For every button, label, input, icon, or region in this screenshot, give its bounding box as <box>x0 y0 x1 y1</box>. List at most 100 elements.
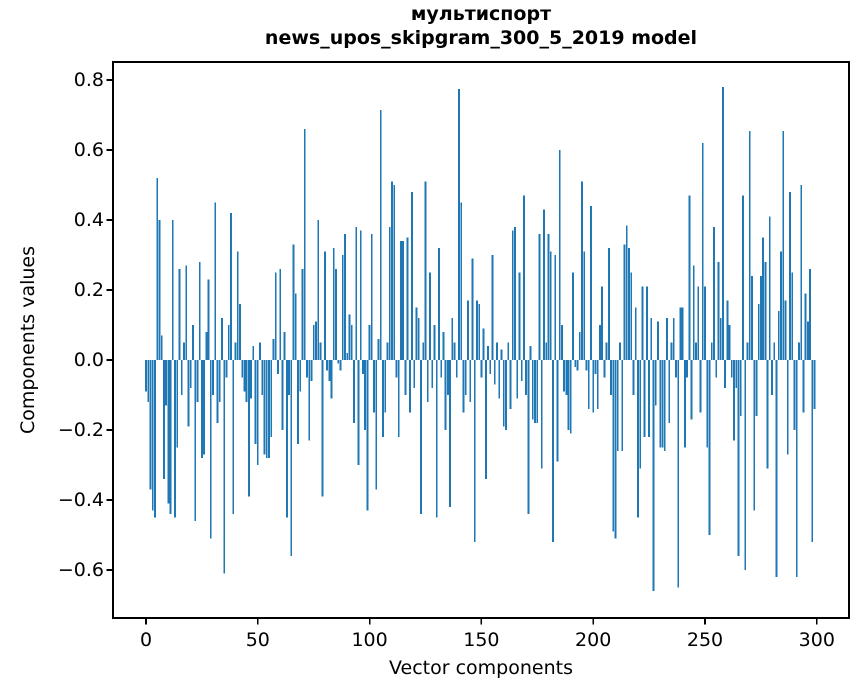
bar <box>187 360 190 427</box>
bar <box>529 346 532 360</box>
bar <box>283 332 286 360</box>
bar <box>391 181 393 360</box>
bar <box>274 272 277 360</box>
bar <box>748 130 751 360</box>
bar <box>254 360 257 444</box>
bar <box>616 360 619 451</box>
bar <box>686 360 689 378</box>
bar <box>297 360 299 444</box>
bar <box>572 272 574 360</box>
bar <box>156 178 159 360</box>
bar <box>719 318 722 360</box>
bar <box>402 241 405 360</box>
bar <box>782 130 785 360</box>
bar <box>241 360 244 378</box>
bar <box>484 360 487 479</box>
bar <box>400 241 402 360</box>
bar <box>250 360 252 399</box>
bar <box>288 360 290 395</box>
bar <box>793 360 796 430</box>
bar <box>149 360 152 490</box>
y-tick-label: −0.6 <box>57 558 104 581</box>
bar <box>554 255 557 360</box>
bar <box>357 360 360 465</box>
bar <box>578 332 581 360</box>
bar <box>581 181 583 360</box>
bar <box>189 360 192 388</box>
bar <box>552 360 554 542</box>
bar <box>375 360 378 490</box>
bar <box>520 360 523 381</box>
bar <box>292 244 295 360</box>
bar <box>151 360 154 511</box>
bar <box>183 342 185 360</box>
bar <box>623 244 626 360</box>
bar <box>460 202 463 360</box>
bar <box>377 339 380 360</box>
bar <box>458 88 460 360</box>
bar <box>272 339 275 360</box>
bar <box>556 360 559 462</box>
bar <box>755 360 758 416</box>
bar <box>489 360 492 374</box>
bar <box>446 360 449 395</box>
bar <box>303 129 306 360</box>
bar <box>285 360 288 518</box>
bar <box>431 360 434 388</box>
bar <box>753 360 756 511</box>
bar <box>505 360 507 430</box>
bar <box>162 360 165 479</box>
bar <box>628 248 630 360</box>
y-tick-label: 0.0 <box>73 348 104 371</box>
bar <box>147 360 150 402</box>
bar <box>223 360 226 574</box>
bar <box>516 360 519 399</box>
bar <box>348 314 351 360</box>
bar <box>344 234 346 360</box>
bar <box>386 342 389 360</box>
bar <box>619 342 621 360</box>
bar <box>449 360 451 507</box>
bar <box>442 332 445 360</box>
bar <box>795 360 798 577</box>
bar <box>746 342 749 360</box>
bar <box>359 230 362 360</box>
bar <box>355 227 358 360</box>
bar <box>243 360 246 392</box>
bar <box>514 227 516 360</box>
bar <box>232 360 235 514</box>
x-axis-label: Vector components <box>389 657 573 679</box>
bar <box>158 220 161 360</box>
bar <box>594 360 597 374</box>
bar <box>695 342 697 360</box>
chart-title-line1: мультиспорт <box>410 3 552 25</box>
bar <box>411 192 413 360</box>
bar <box>739 360 742 416</box>
x-tick-label: 0 <box>139 629 153 651</box>
bar <box>261 360 264 395</box>
bar <box>804 293 807 360</box>
x-tick-label: 200 <box>575 629 612 651</box>
bar <box>688 195 691 360</box>
bar <box>652 360 655 591</box>
bar <box>677 360 680 588</box>
bar <box>567 360 570 430</box>
bar <box>634 307 637 360</box>
bar <box>565 360 568 395</box>
bar <box>397 360 400 437</box>
bar <box>760 276 762 360</box>
bar <box>670 342 673 360</box>
bar <box>534 360 536 423</box>
bar <box>167 360 170 504</box>
bar <box>326 360 329 371</box>
bar <box>299 360 302 392</box>
bar <box>290 360 293 556</box>
bar <box>802 360 805 413</box>
bar <box>706 360 709 448</box>
bar <box>518 272 521 360</box>
bar <box>710 342 713 360</box>
bar <box>319 342 322 360</box>
bar <box>429 272 431 360</box>
bar <box>337 360 340 364</box>
bar <box>361 360 364 374</box>
